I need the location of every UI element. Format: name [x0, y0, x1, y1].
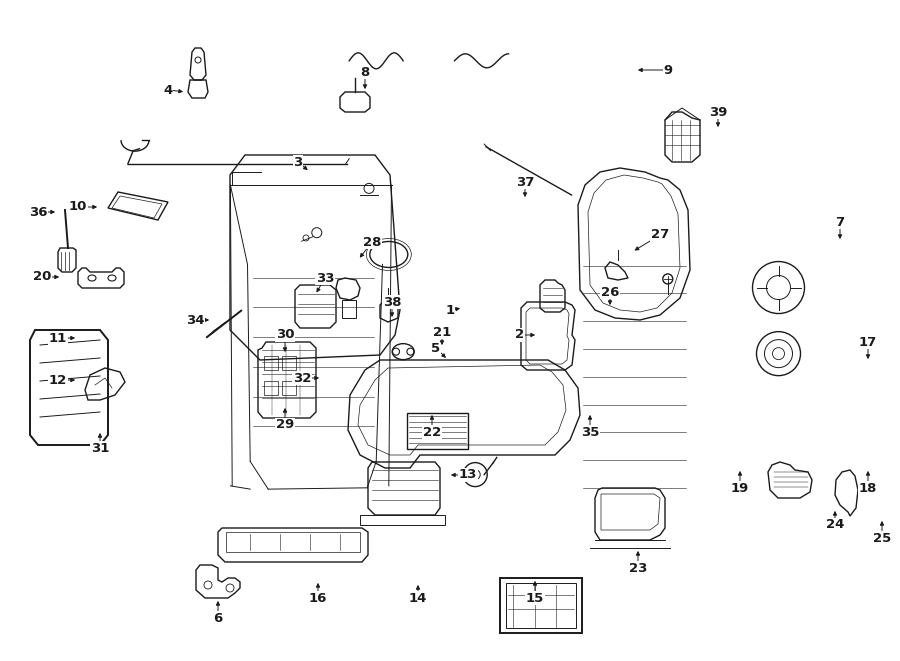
Text: 14: 14	[409, 592, 428, 605]
Text: 10: 10	[68, 200, 87, 214]
Text: 3: 3	[293, 155, 302, 169]
Text: 8: 8	[360, 65, 370, 79]
Text: 27: 27	[651, 229, 669, 241]
Text: 22: 22	[423, 426, 441, 438]
Bar	[264, 381, 278, 395]
Text: 15: 15	[526, 592, 544, 605]
Text: 36: 36	[29, 206, 47, 219]
Text: 38: 38	[382, 295, 401, 309]
Text: 24: 24	[826, 518, 844, 531]
Text: 39: 39	[709, 106, 727, 118]
Text: 37: 37	[516, 176, 535, 188]
Text: 23: 23	[629, 561, 647, 574]
Text: 34: 34	[185, 313, 204, 327]
Text: 6: 6	[213, 611, 222, 625]
Text: 12: 12	[49, 373, 68, 387]
Text: 17: 17	[859, 336, 877, 348]
Text: 1: 1	[446, 303, 454, 317]
Text: 32: 32	[292, 371, 311, 385]
Text: 20: 20	[32, 270, 51, 284]
Text: 5: 5	[431, 342, 441, 354]
Text: 29: 29	[276, 418, 294, 432]
Text: 18: 18	[859, 481, 877, 494]
Text: 33: 33	[316, 272, 334, 284]
Text: 28: 28	[363, 235, 382, 249]
Text: 21: 21	[433, 325, 451, 338]
Bar	[282, 356, 296, 370]
Text: 35: 35	[580, 426, 599, 438]
Text: 7: 7	[835, 215, 844, 229]
Bar	[264, 356, 278, 370]
Text: 13: 13	[459, 469, 477, 481]
Text: 9: 9	[663, 63, 672, 77]
Text: 31: 31	[91, 442, 109, 455]
Text: 11: 11	[49, 332, 68, 344]
Bar	[407, 413, 468, 449]
Bar	[282, 381, 296, 395]
Text: 16: 16	[309, 592, 328, 605]
Bar	[500, 578, 582, 633]
Text: 2: 2	[516, 329, 525, 342]
Text: 30: 30	[275, 329, 294, 342]
Text: 4: 4	[164, 83, 173, 97]
Text: 19: 19	[731, 481, 749, 494]
Text: 26: 26	[601, 286, 619, 299]
Bar	[506, 583, 576, 628]
Text: 25: 25	[873, 531, 891, 545]
